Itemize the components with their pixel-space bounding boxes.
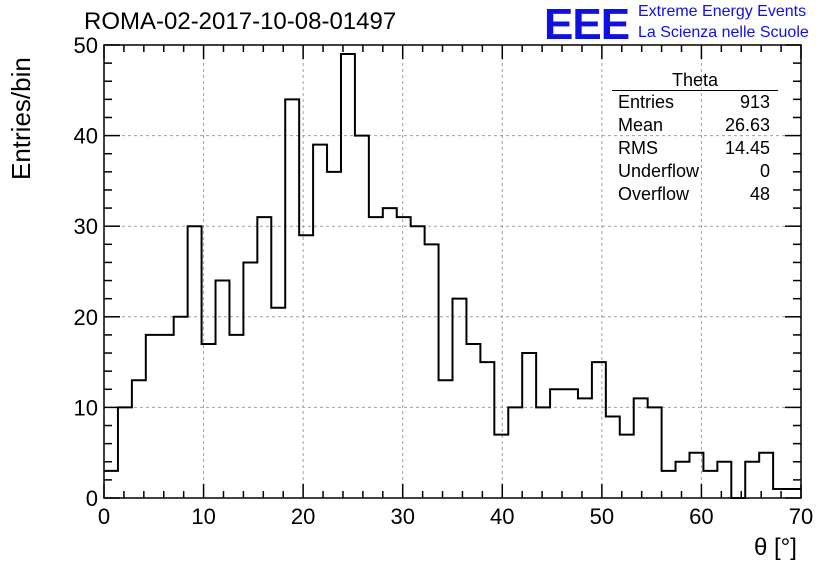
stats-value: 14.45 [724,138,770,158]
stats-row: Underflow 0 [612,160,778,183]
x-tick-label: 70 [789,504,813,529]
y-tick-labels: 0 10 20 30 40 50 [74,33,98,511]
y-tick-label: 0 [86,486,98,511]
stats-value: 913 [739,92,770,112]
plot-frame [103,44,802,499]
chart-title: ROMA-02-2017-10-08-01497 [84,8,397,35]
stats-row: Mean 26.63 [612,114,778,137]
stats-row: RMS 14.45 [612,137,778,160]
stats-row: Entries 913 [612,91,778,114]
stats-label: RMS [618,138,658,158]
stats-box: Theta Entries 913 Mean 26.63 RMS 14.45 Unde… [612,70,778,206]
x-tick-label: 30 [390,504,414,529]
stats-row: Overflow 48 [612,183,778,206]
x-tick-label: 40 [490,504,514,529]
stats-value: 26.63 [724,115,770,135]
axis-ticks [103,44,802,499]
y-tick-label: 40 [74,124,98,149]
x-tick-label: 0 [98,504,110,529]
y-tick-label: 20 [74,305,98,330]
stats-label: Mean [618,115,664,135]
stats-label: Underflow [618,161,700,181]
x-axis-label: θ [°] [754,534,797,561]
stats-value: 48 [749,184,770,204]
stats-title: Theta [612,70,778,91]
x-tick-label: 10 [191,504,215,529]
eee-logo: EEE [544,0,630,49]
x-tick-label: 60 [689,504,713,529]
x-tick-label: 20 [291,504,315,529]
x-tick-labels: 0 10 20 30 40 50 60 70 [98,504,813,529]
y-axis-label: Entries/bin [6,57,36,180]
stats-value: 0 [759,161,770,181]
histogram-line [104,53,801,499]
y-tick-label: 30 [74,214,98,239]
stats-label: Entries [618,92,675,112]
x-tick-label: 50 [590,504,614,529]
logo-line-1: Extreme Energy Events [638,3,807,20]
y-tick-label: 10 [74,395,98,420]
y-tick-label: 50 [74,33,98,58]
stats-label: Overflow [618,184,690,204]
logo-line-2: La Scienza nelle Scuole [638,24,809,41]
